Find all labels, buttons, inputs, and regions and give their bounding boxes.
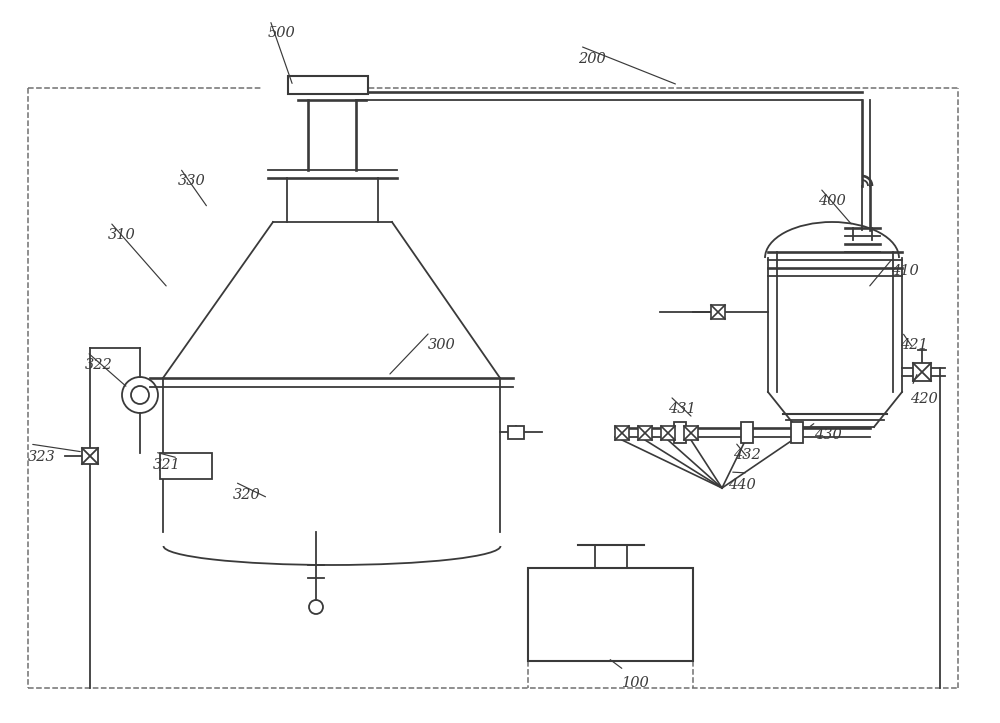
- Text: 300: 300: [428, 338, 456, 352]
- Text: 330: 330: [178, 174, 206, 188]
- Bar: [160, 453, 212, 479]
- Text: 400: 400: [818, 194, 846, 208]
- Text: 322: 322: [85, 358, 113, 372]
- Bar: [638, 426, 652, 440]
- Text: 500: 500: [268, 26, 296, 40]
- Text: 432: 432: [733, 448, 761, 462]
- Text: 420: 420: [910, 392, 938, 406]
- Text: 440: 440: [728, 478, 756, 492]
- Bar: [913, 363, 931, 381]
- Bar: [684, 426, 698, 440]
- Bar: [791, 422, 803, 443]
- Text: 430: 430: [814, 428, 842, 442]
- Bar: [711, 305, 725, 319]
- Bar: [288, 76, 368, 94]
- Text: 410: 410: [891, 264, 919, 278]
- Text: 200: 200: [578, 52, 606, 66]
- Text: 321: 321: [153, 458, 181, 472]
- Text: 310: 310: [108, 228, 136, 242]
- Bar: [528, 568, 693, 661]
- Text: 421: 421: [900, 338, 928, 352]
- Bar: [615, 426, 629, 440]
- Bar: [82, 448, 98, 464]
- Text: 323: 323: [28, 450, 56, 464]
- Bar: [674, 422, 686, 443]
- Bar: [508, 426, 524, 439]
- Bar: [741, 422, 753, 443]
- Bar: [661, 426, 675, 440]
- Text: 320: 320: [233, 488, 261, 502]
- Text: 100: 100: [622, 676, 650, 690]
- Text: 431: 431: [668, 402, 696, 416]
